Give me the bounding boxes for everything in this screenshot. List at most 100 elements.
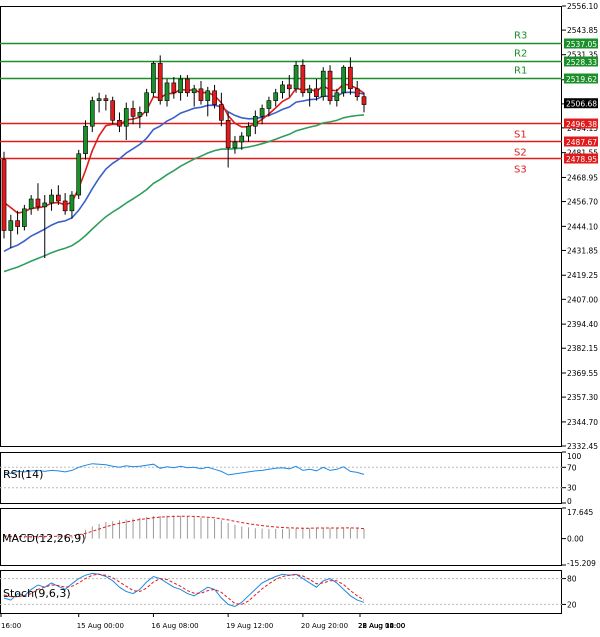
level-price-s2: 2487.67 (566, 138, 597, 147)
candle-down (171, 82, 177, 94)
stoch-label: Stoch(9,6,3) (3, 587, 71, 600)
candle-up (252, 116, 258, 127)
stoch-d-line (3, 573, 365, 605)
level-name-r2: R2 (514, 49, 527, 60)
level-price-tag-r3 (564, 38, 598, 49)
macd-tick-label: -15.209 (567, 559, 596, 568)
price-panel-border (0, 6, 562, 447)
level-price-r2: 2528.33 (566, 58, 597, 67)
time-axis: 16:00 15 Aug 00:00 16 Aug 08:00 19 Aug 12:0… (0, 613, 405, 630)
level-price-s1: 2496.38 (566, 120, 597, 129)
price-tick-label: 2407.00 (567, 295, 598, 304)
candle-down (354, 88, 360, 97)
candle-up (137, 112, 143, 117)
candle-up (239, 135, 245, 143)
level-price-tag-r1 (564, 73, 598, 84)
candle-down (314, 88, 319, 97)
price-tick-label: 2419.25 (567, 271, 598, 280)
candle-down (103, 98, 109, 101)
candle-up (320, 70, 326, 97)
level-price-tag-s2 (564, 136, 598, 147)
candle-down (219, 104, 224, 121)
candle-up (246, 125, 251, 137)
time-tick-label: 22 Aug 04:00 (358, 622, 405, 630)
price-tick-label: 2444.10 (567, 222, 598, 231)
candle-up (28, 198, 34, 210)
rsi-panel: 100 70 30 0 RSI(14) (0, 451, 582, 506)
stoch-panel-border (0, 570, 562, 614)
candle-down (198, 88, 204, 101)
rsi-label: RSI(14) (3, 468, 43, 481)
candle-down (327, 70, 333, 101)
candle-up (232, 141, 238, 149)
candle-down (110, 100, 116, 121)
candle-up (191, 88, 197, 94)
candle-up (259, 108, 265, 117)
candle-down (185, 78, 190, 94)
candle-down (56, 194, 61, 202)
price-axis: 2556.102543.852531.352518.602506.352494.… (562, 2, 598, 451)
price-tick-label: 2431.85 (567, 246, 598, 255)
price-tick-label: 2481.55 (567, 149, 598, 158)
stoch-tick-label: 80 (567, 575, 577, 584)
rsi-tick-label: 30 (567, 484, 577, 493)
price-tick-label: 2456.70 (567, 198, 598, 207)
price-tick-label: 2394.40 (567, 320, 598, 329)
candle-up (178, 78, 183, 94)
candle-down (35, 198, 41, 208)
candle-up (76, 153, 82, 196)
level-labels: R3 2537.05 R2 2528.33 R1 2519.62 S1 2496.38 S2 24… (514, 31, 598, 176)
time-tick-label: 15 Aug 00:00 (77, 622, 124, 630)
level-name-s2: S2 (514, 148, 527, 159)
candle-up (341, 66, 346, 94)
current-price-label: 2506.68 (566, 100, 597, 109)
level-price-tag-s3 (564, 153, 598, 164)
candle-up (144, 92, 149, 113)
price-tick-label: 2543.85 (567, 26, 598, 35)
candle-up (307, 88, 312, 94)
candle-up (83, 125, 88, 155)
macd-signal-line (3, 515, 365, 538)
candle-down (286, 84, 292, 90)
candle-up (151, 62, 156, 94)
stoch-k-line (3, 572, 365, 608)
price-tick-label: 2369.55 (567, 369, 598, 378)
time-tick-label: 16 Aug 08:00 (151, 622, 198, 630)
candle-down (15, 220, 20, 227)
candlesticks (1, 55, 367, 259)
candle-up (22, 208, 27, 227)
candle-down (212, 90, 217, 105)
candle-down (225, 120, 231, 149)
candle-down (117, 120, 122, 127)
candle-up (334, 92, 340, 101)
candle-up (205, 90, 211, 101)
candle-up (123, 108, 129, 127)
time-tick-label: 20 Aug 20:00 (301, 622, 348, 630)
panel-frames (0, 6, 562, 614)
candle-down (300, 64, 306, 94)
candle-up (164, 82, 170, 101)
price-tick-label: 2357.30 (567, 393, 598, 402)
candle-up (293, 64, 299, 90)
macd-panel-border (0, 508, 562, 566)
price-tick-label: 2531.35 (567, 51, 598, 60)
candle-down (348, 66, 353, 90)
level-price-tag-s1 (564, 118, 598, 129)
current-price-tag (564, 98, 598, 109)
price-tick-label: 2468.95 (567, 173, 598, 182)
level-price-r1: 2519.62 (566, 75, 597, 84)
time-tick-label: 23 Aug 12:00 (358, 622, 405, 630)
candle-up (69, 194, 75, 212)
candle-down (157, 62, 163, 101)
level-name-r3: R3 (514, 31, 527, 42)
rsi-tick-label: 0 (567, 497, 572, 506)
price-tick-label: 2556.10 (567, 2, 598, 11)
candle-up (8, 220, 14, 231)
time-tick-label: 19 Aug 12:00 (226, 622, 273, 630)
candle-up (49, 194, 54, 204)
candle-up (273, 92, 279, 101)
candle-down (361, 96, 367, 105)
candle-down (130, 108, 136, 117)
candle-up (96, 98, 102, 101)
